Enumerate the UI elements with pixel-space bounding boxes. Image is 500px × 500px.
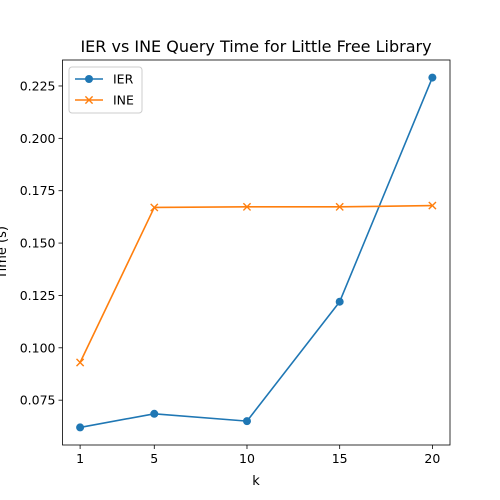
y-axis-label: Time (s) bbox=[0, 226, 10, 280]
data-point-ine bbox=[428, 201, 437, 210]
y-tick-label: 0.125 bbox=[20, 288, 56, 303]
series-ier bbox=[76, 73, 437, 432]
data-point-ine bbox=[150, 203, 159, 212]
series-layer bbox=[76, 73, 437, 432]
y-tick-label: 0.175 bbox=[20, 183, 56, 198]
legend-item-ier: IER bbox=[75, 72, 134, 87]
y-tick-label: 0.150 bbox=[20, 236, 56, 251]
x-tick-label: 1 bbox=[76, 451, 84, 466]
chart-title: IER vs INE Query Time for Little Free Li… bbox=[80, 37, 431, 56]
x-tick-label: 15 bbox=[332, 451, 348, 466]
legend-label-ine: INE bbox=[113, 93, 134, 108]
data-point-ine bbox=[242, 202, 252, 211]
x-tick-label: 5 bbox=[150, 451, 158, 466]
data-point-ier bbox=[242, 417, 251, 426]
data-point-ier bbox=[76, 423, 85, 432]
data-point-ine bbox=[76, 358, 85, 367]
legend-marker-ine bbox=[84, 95, 94, 105]
series-line-ine bbox=[79, 204, 433, 363]
x-tick-label: 10 bbox=[239, 451, 255, 466]
legend-item-ine: INE bbox=[75, 93, 134, 108]
series-ine bbox=[76, 201, 437, 367]
legend-label-ier: IER bbox=[113, 72, 134, 87]
x-axis-label: k bbox=[252, 474, 260, 489]
x-axis: 1 5 10 15 20 bbox=[76, 445, 440, 466]
y-axis: 0.075 0.100 0.125 0.150 0.175 0.200 0.225 bbox=[20, 78, 63, 408]
data-point-ier bbox=[150, 409, 159, 418]
legend: IER INE bbox=[68, 66, 143, 114]
legend-marker-ier bbox=[85, 75, 93, 83]
y-tick-label: 0.100 bbox=[20, 340, 56, 355]
x-tick-label: 20 bbox=[424, 451, 440, 466]
y-tick-label: 0.075 bbox=[20, 393, 56, 408]
y-tick-label: 0.225 bbox=[20, 78, 56, 93]
data-point-ine bbox=[335, 202, 344, 211]
data-point-ier bbox=[428, 73, 437, 82]
plot-area bbox=[62, 59, 451, 446]
data-point-ier bbox=[335, 297, 344, 306]
y-tick-label: 0.200 bbox=[20, 131, 56, 146]
